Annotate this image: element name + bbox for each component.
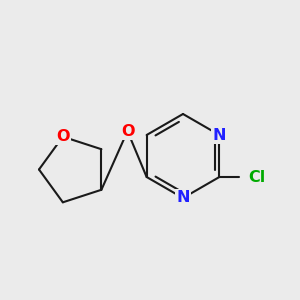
Text: O: O: [56, 129, 70, 144]
Text: N: N: [213, 128, 226, 142]
Text: O: O: [121, 124, 134, 139]
Text: N: N: [176, 190, 190, 206]
Text: Cl: Cl: [248, 169, 265, 184]
